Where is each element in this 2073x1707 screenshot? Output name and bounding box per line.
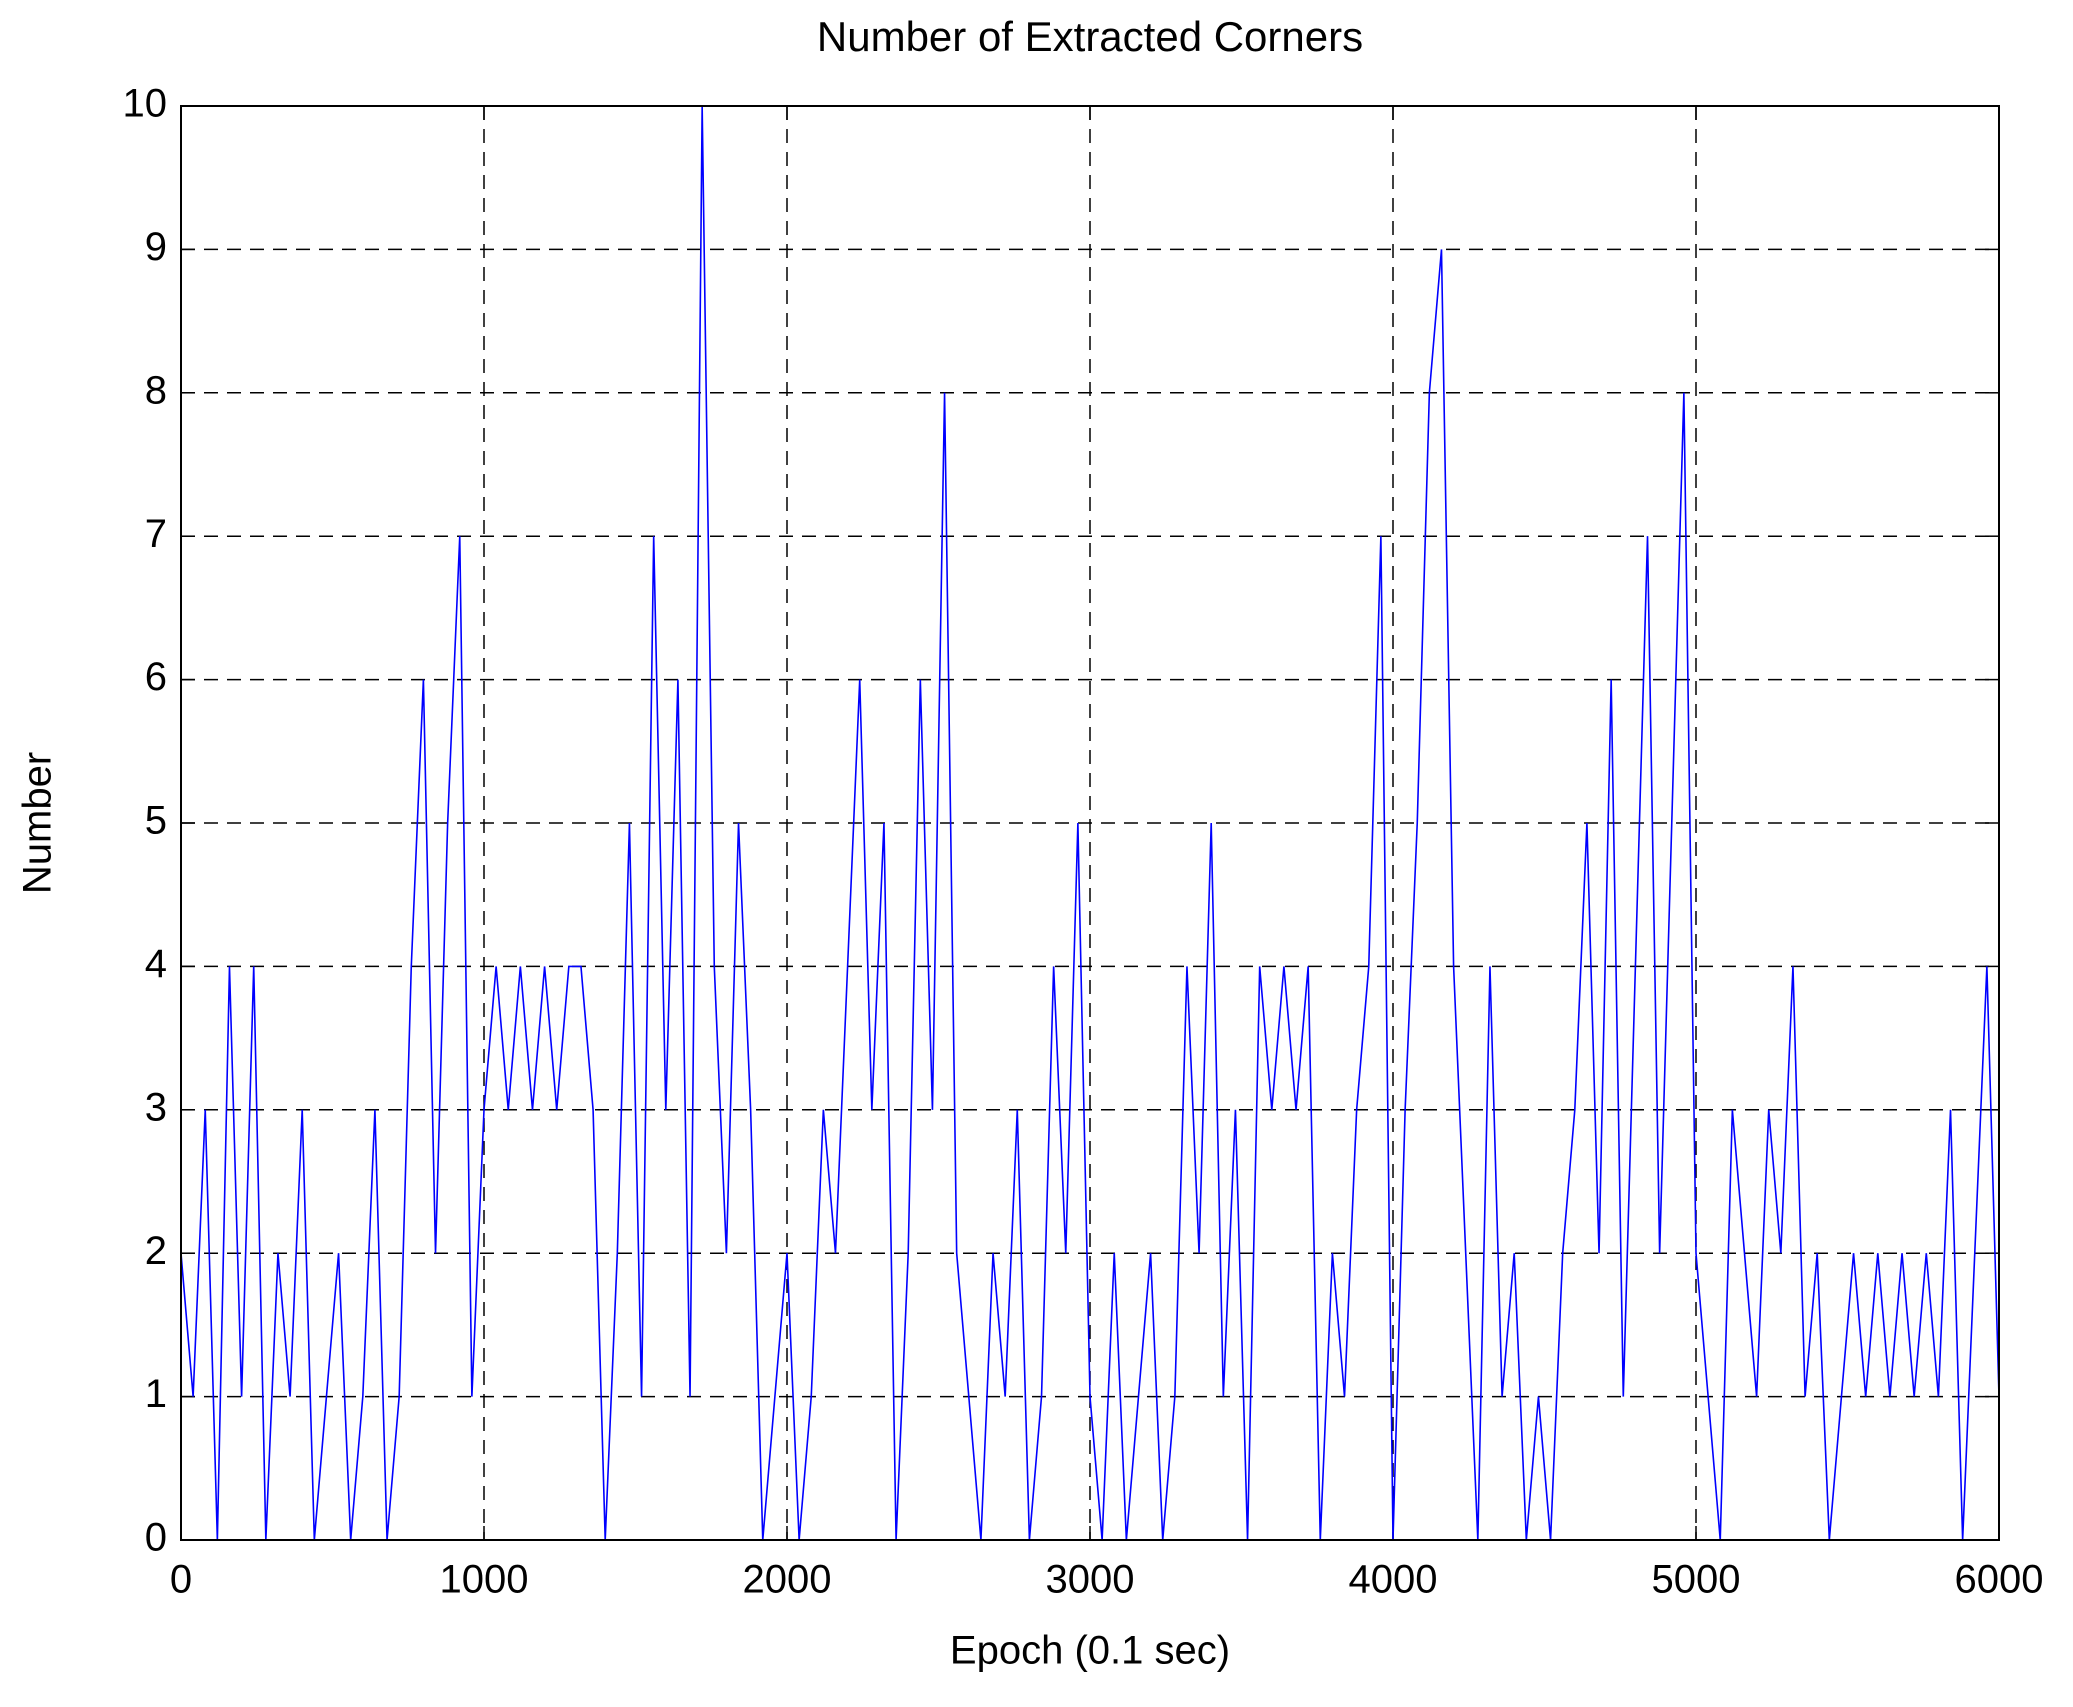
y-tick-label: 10 bbox=[123, 82, 168, 126]
y-tick-label: 7 bbox=[145, 512, 167, 556]
x-tick-label: 4000 bbox=[1349, 1558, 1438, 1602]
y-axis-label: Number bbox=[16, 752, 60, 894]
x-tick-label: 3000 bbox=[1046, 1558, 1135, 1602]
y-tick-label: 1 bbox=[145, 1372, 167, 1416]
x-axis-label: Epoch (0.1 sec) bbox=[950, 1629, 1230, 1673]
y-tick-label: 4 bbox=[145, 942, 167, 986]
x-tick-label: 1000 bbox=[440, 1558, 529, 1602]
x-tick-label: 2000 bbox=[743, 1558, 832, 1602]
x-tick-label: 6000 bbox=[1955, 1558, 2044, 1602]
y-tick-label: 5 bbox=[145, 799, 167, 843]
y-tick-label: 8 bbox=[145, 368, 167, 412]
plot-frame bbox=[180, 105, 2000, 1541]
y-tick-label: 9 bbox=[145, 225, 167, 269]
y-tick-label: 3 bbox=[145, 1085, 167, 1129]
y-tick-label: 2 bbox=[145, 1229, 167, 1273]
x-tick-label: 0 bbox=[170, 1558, 192, 1602]
x-tick-label: 5000 bbox=[1652, 1558, 1741, 1602]
data-line bbox=[180, 105, 2000, 1541]
y-tick-label: 0 bbox=[145, 1516, 167, 1560]
chart-title: Number of Extracted Corners bbox=[817, 13, 1363, 60]
y-tick-label: 6 bbox=[145, 655, 167, 699]
